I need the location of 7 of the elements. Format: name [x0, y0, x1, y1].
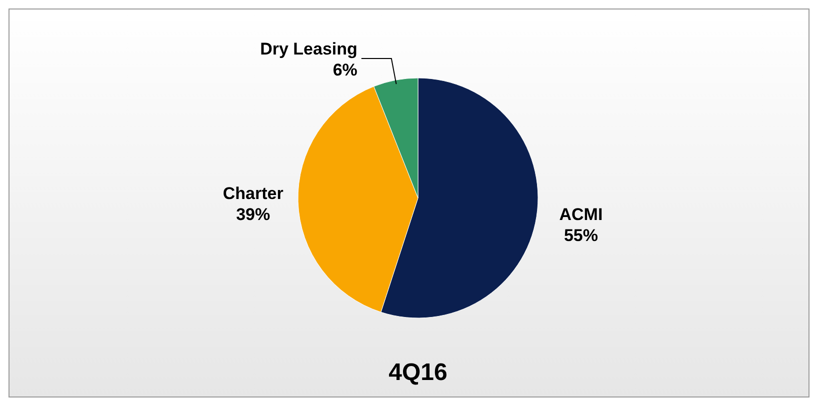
data-label: 39% [236, 205, 270, 224]
text: 4Q16 [388, 359, 448, 386]
slice-label: Dry Leasing [260, 40, 358, 59]
slice-label: ACMI [559, 204, 603, 224]
slice-label: Charter [222, 184, 284, 204]
data-label: 55% [564, 226, 598, 245]
data-label: 6% [332, 60, 358, 80]
